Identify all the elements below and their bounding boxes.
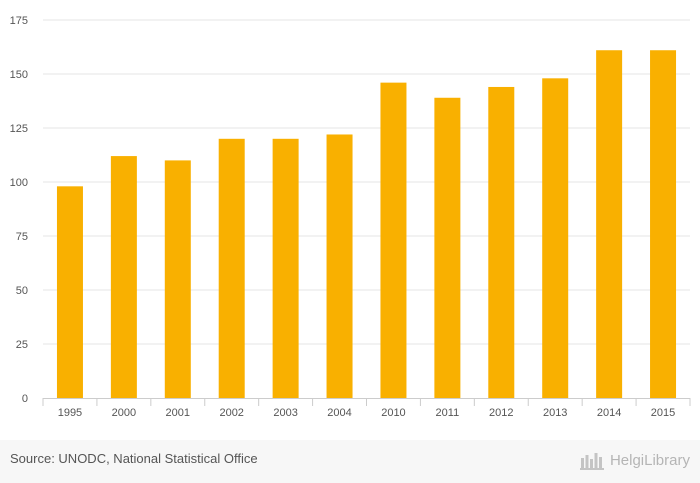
y-tick-label: 100 <box>10 177 28 189</box>
x-tick-label: 2014 <box>597 407 621 419</box>
source-note: Source: UNODC, National Statistical Offi… <box>10 451 258 466</box>
bar-2012[interactable] <box>488 86 515 399</box>
x-axis <box>42 398 691 406</box>
x-tick-label: 2013 <box>543 407 567 419</box>
y-tick-label: 75 <box>16 231 28 243</box>
x-tick-label: 2015 <box>651 407 675 419</box>
helgi-library-logo-icon <box>579 453 604 470</box>
x-tick-label: 2011 <box>436 407 460 419</box>
y-axis-tick-labels: 0 25 50 75 100 125 150 175 <box>10 15 28 405</box>
bar-2015[interactable] <box>650 50 677 399</box>
brand-name: HelgiLibrary <box>609 451 690 469</box>
chart-canvas: 0 25 50 75 100 125 150 175 1995 2000 2001 2002 2003… <box>10 15 691 419</box>
gridlines <box>43 19 690 345</box>
bar-1995[interactable] <box>56 186 83 398</box>
x-tick-label: 2002 <box>219 407 243 419</box>
bar-2013[interactable] <box>542 78 569 398</box>
y-tick-label: 50 <box>16 285 28 297</box>
bar-2003[interactable] <box>272 138 299 399</box>
bar-chart: 0 25 50 75 100 125 150 175 1995 2000 2001 2002 2003… <box>10 15 691 419</box>
bar-2001[interactable] <box>164 160 191 398</box>
x-tick-label: 2012 <box>489 407 513 419</box>
x-axis-tick-labels: 1995 2000 2001 2002 2003 2004 2010 2011 2012 2013… <box>58 407 676 419</box>
y-tick-label: 125 <box>10 123 28 135</box>
y-tick-label: 0 <box>22 393 28 405</box>
brand-logo[interactable]: HelgiLibrary <box>579 448 690 472</box>
y-tick-label: 25 <box>16 339 28 351</box>
chart-footer: Source: UNODC, National Statistical Offi… <box>0 440 700 483</box>
x-tick-label: 2003 <box>273 407 297 419</box>
x-tick-label: 2004 <box>327 407 351 419</box>
bar-2000[interactable] <box>110 156 137 398</box>
x-tick-label: 2000 <box>112 407 136 419</box>
bar-2002[interactable] <box>218 138 245 399</box>
x-tick-label: 2001 <box>166 407 190 419</box>
bar-2004[interactable] <box>326 134 353 399</box>
bars <box>56 50 677 399</box>
bar-2010[interactable] <box>380 82 407 398</box>
x-tick-label: 1995 <box>58 407 82 419</box>
bar-2011[interactable] <box>434 97 461 398</box>
x-tick-label: 2010 <box>381 407 405 419</box>
y-tick-label: 150 <box>10 69 28 81</box>
bar-2014[interactable] <box>596 50 623 399</box>
y-tick-label: 175 <box>10 15 28 27</box>
